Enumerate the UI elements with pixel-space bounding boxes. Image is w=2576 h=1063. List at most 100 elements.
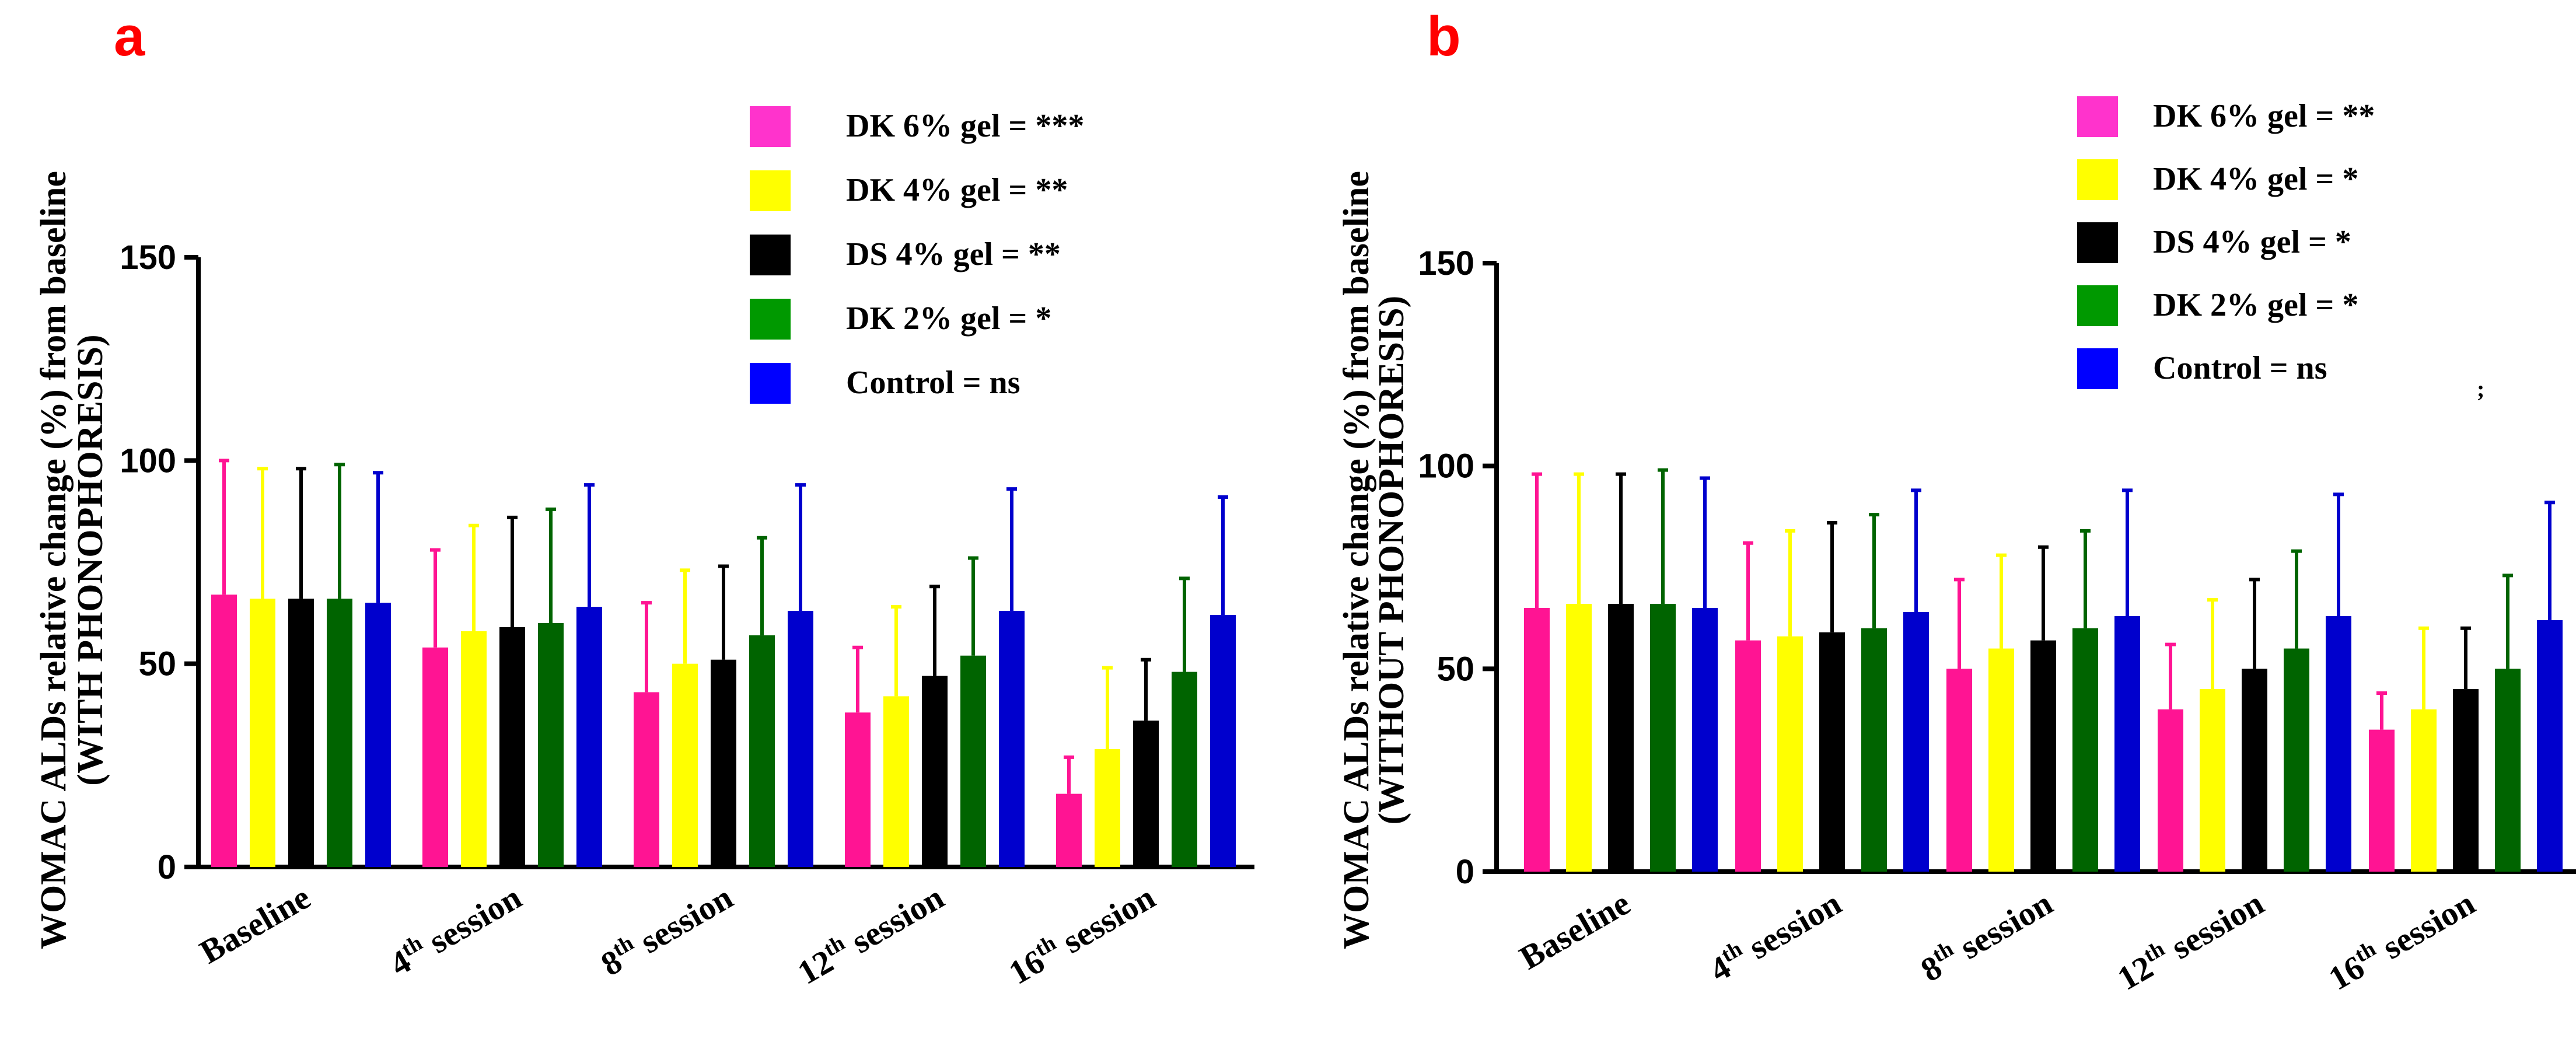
bar — [1777, 636, 1803, 872]
y-axis-label-subtitle: (WITHOUT PHONOPHORESIS) — [1372, 296, 1411, 825]
bar — [749, 635, 775, 867]
bar — [2200, 689, 2225, 872]
legend-label: DK 4% gel = * — [2153, 161, 2358, 197]
category-label-suffix: session — [1049, 878, 1162, 965]
bar — [922, 676, 948, 867]
category-label-main: Baseline — [1513, 884, 1636, 977]
category-label-suffix: session — [627, 878, 739, 965]
category-label: 16th session — [2322, 882, 2481, 997]
panel-a: a WOMAC ALDs relative change (%) from bas… — [34, 5, 1254, 992]
bar — [1988, 648, 2014, 872]
bar — [422, 647, 448, 867]
legend-swatch — [750, 363, 791, 404]
category-label: 16th session — [1002, 876, 1162, 991]
bar — [1650, 604, 1676, 872]
bar — [1524, 608, 1550, 872]
bar — [576, 607, 602, 867]
y-tick-label: 50 — [1436, 650, 1474, 688]
bar — [1819, 632, 1845, 872]
panel-b: b WOMAC ALDs relative change (%) from bas… — [1337, 5, 2576, 998]
legend-swatch — [2077, 222, 2118, 263]
category-label: 8th session — [594, 876, 739, 983]
bar — [1172, 672, 1197, 867]
bar — [1608, 604, 1634, 872]
legend-swatch — [750, 106, 791, 147]
bar — [1692, 608, 1718, 872]
category-label: 12th session — [791, 876, 950, 991]
category-label: Baseline — [193, 878, 316, 971]
bar — [2369, 729, 2395, 872]
bar — [365, 603, 391, 867]
legend-label: Control = ns — [846, 365, 1020, 401]
bar — [211, 595, 237, 867]
bar — [2114, 616, 2140, 872]
panel-letter: b — [1427, 5, 1461, 68]
bar — [499, 627, 525, 867]
legend-swatch — [750, 299, 791, 340]
legend-swatch — [750, 170, 791, 211]
y-tick-label: 50 — [138, 645, 176, 683]
legend-label: DK 2% gel = * — [846, 300, 1051, 337]
bar — [2158, 709, 2183, 872]
legend-swatch — [750, 235, 791, 275]
bar — [845, 712, 871, 867]
legend-swatch — [2077, 285, 2118, 326]
legend-label: DK 4% gel = ** — [846, 172, 1068, 208]
bar — [634, 692, 659, 867]
category-label-main: Baseline — [193, 878, 316, 971]
bar — [538, 623, 564, 867]
bar — [2284, 648, 2309, 872]
bar — [1566, 604, 1592, 872]
category-label: 4th session — [1703, 882, 1848, 989]
legend-label: DS 4% gel = * — [2153, 224, 2351, 260]
bar — [1735, 640, 1761, 872]
bar — [1133, 721, 1159, 867]
bar — [711, 659, 736, 867]
legend-label: Control = ns — [2153, 350, 2327, 386]
bar — [1903, 611, 1929, 872]
bar — [250, 599, 275, 867]
bar — [883, 696, 909, 867]
bar — [2453, 689, 2479, 872]
legend-label: DK 6% gel = ** — [2153, 98, 2375, 134]
category-label-suffix: session — [2158, 884, 2270, 971]
category-label-suffix: session — [1735, 884, 1848, 971]
y-axis-label-subtitle: (WITH PHONOPHORESIS) — [71, 334, 110, 785]
category-label-suffix: session — [1946, 884, 2059, 971]
bar — [999, 611, 1025, 867]
legend-label: DK 6% gel = *** — [846, 108, 1084, 144]
legend-swatch — [2077, 348, 2118, 389]
bar — [461, 631, 487, 867]
bar — [1095, 749, 1120, 867]
bar — [2326, 616, 2351, 872]
bar — [327, 599, 352, 867]
legend-label: DS 4% gel = ** — [846, 236, 1061, 272]
bar — [1210, 615, 1236, 867]
bar — [960, 655, 986, 867]
bar — [288, 599, 314, 867]
category-label: 8th session — [1914, 882, 2059, 989]
y-axis-label: WOMAC ALDs relative change (%) from base… — [1337, 171, 1376, 949]
category-label-suffix: session — [2369, 884, 2481, 971]
bar — [2537, 620, 2563, 872]
y-tick-label: 150 — [120, 239, 176, 277]
panel-letter: a — [114, 5, 145, 68]
bar — [2072, 628, 2098, 872]
category-label-suffix: session — [838, 878, 950, 965]
y-tick-label: 100 — [120, 442, 176, 480]
bar — [1946, 669, 1972, 872]
y-tick-label: 0 — [158, 848, 176, 886]
category-label: 12th session — [2110, 882, 2270, 997]
bar — [788, 611, 813, 867]
category-label-suffix: session — [415, 878, 528, 965]
bar — [2411, 709, 2437, 872]
category-label: 4th session — [383, 876, 528, 983]
legend-swatch — [2077, 96, 2118, 137]
y-tick-label: 100 — [1418, 447, 1474, 485]
bar — [2495, 669, 2521, 872]
bar — [672, 663, 698, 867]
stray-mark: ; — [2477, 376, 2484, 402]
bar — [1056, 793, 1082, 867]
bar — [2030, 640, 2056, 872]
